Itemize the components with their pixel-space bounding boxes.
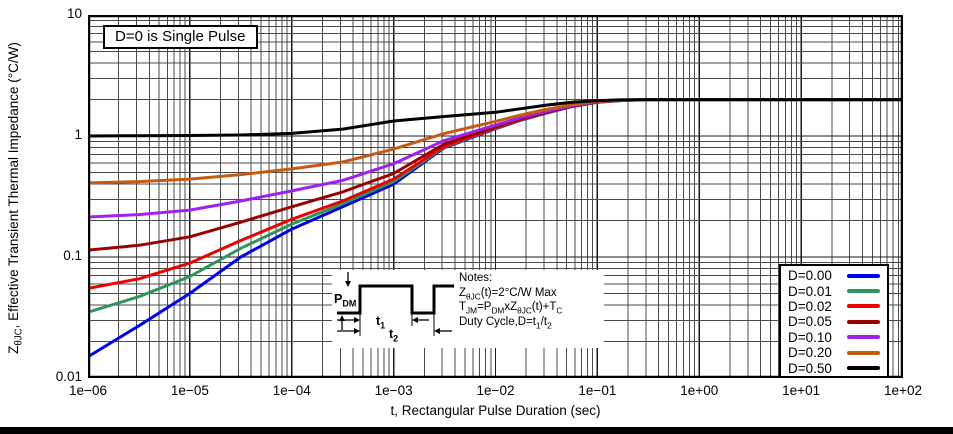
t1-label: t1 (376, 314, 386, 331)
x-tick-label: 1e−02 (476, 383, 515, 398)
legend-label: D=0.00 (788, 268, 832, 284)
note-line-duty-cycle: Duty Cycle,D=t1/t2 (459, 315, 552, 330)
t2-right-arrow (354, 328, 360, 334)
legend-line-swatch (847, 350, 880, 355)
legend-line-swatch (847, 289, 880, 294)
legend-label: D=0.10 (788, 329, 832, 345)
x-axis-title: t, Rectangular Pulse Duration (sec) (390, 403, 601, 418)
legend-line-swatch (847, 319, 880, 324)
y-tick-label: 10 (66, 6, 82, 21)
legend-item: D=0.01 (781, 283, 887, 299)
pulse-waveform-inset: PDM t1 t2 Notes: ZθJC(t)=2°C/W Max TJM=P… (332, 270, 604, 348)
legend-line-swatch (847, 304, 880, 309)
legend-label: D=0.05 (788, 314, 832, 330)
t1-left-arrow (412, 317, 418, 323)
note-line-zmax: ZθJC(t)=2°C/W Max (459, 286, 557, 301)
legend-line-swatch (847, 273, 880, 278)
note-line-tjm: TJM=PDMxZθJC(t)+TC (459, 301, 563, 316)
y-axis-title: ZθJC, Effective Transient Thermal Impeda… (6, 42, 25, 354)
legend-label: D=0.20 (788, 345, 832, 361)
pulse-waveform-diagram (337, 272, 454, 336)
t2-label: t2 (389, 327, 399, 344)
legend-item: D=0.10 (781, 330, 887, 345)
amplitude-down-arrow (345, 281, 351, 287)
x-tick-label: 1e+00 (680, 383, 719, 398)
x-tick-label: 1e−04 (272, 383, 311, 398)
pulse-train-shape (337, 284, 454, 315)
notes-title: Notes: (459, 272, 493, 284)
x-tick-label: 1e−06 (69, 383, 107, 398)
legend-line-swatch (847, 366, 880, 371)
plot-border (88, 15, 903, 378)
x-tick-label: 1e−01 (578, 383, 617, 398)
t1-right-arrow (354, 317, 360, 323)
legend-box: D=0.00 D=0.01 D=0.02 D=0.05 D=0.10 D=0.20 D=0.… (779, 264, 889, 378)
pdm-label: PDM (334, 292, 357, 309)
notes-block: Notes: ZθJC(t)=2°C/W Max TJM=PDMxZθJC(t)… (459, 271, 562, 329)
y-tick-label: 0.01 (55, 369, 82, 384)
y-tick-label: 1 (74, 127, 82, 142)
single-pulse-annotation: D=0 is Single Pulse (103, 25, 258, 49)
x-tick-label: 1e−03 (374, 383, 413, 398)
legend-item: D=0.50 (781, 360, 887, 376)
bottom-border-bar (0, 427, 953, 434)
x-tick-label: 1e+01 (782, 383, 821, 398)
legend-label: D=0.02 (788, 298, 832, 314)
t2-left-arrow (434, 328, 440, 334)
legend-label: D=0.50 (788, 360, 832, 376)
legend-item: D=0.20 (781, 345, 887, 360)
y-tick-label: 0.1 (63, 248, 82, 263)
x-tick-label: 1e+02 (884, 383, 922, 398)
legend-item: D=0.02 (781, 299, 887, 314)
legend-item: D=0.05 (781, 314, 887, 329)
legend-label: D=0.01 (788, 283, 832, 299)
x-tick-label: 1e−05 (170, 383, 209, 398)
legend-item: D=0.00 (781, 268, 887, 283)
curve-d-0-50 (88, 98, 903, 138)
legend-line-swatch (847, 335, 880, 340)
